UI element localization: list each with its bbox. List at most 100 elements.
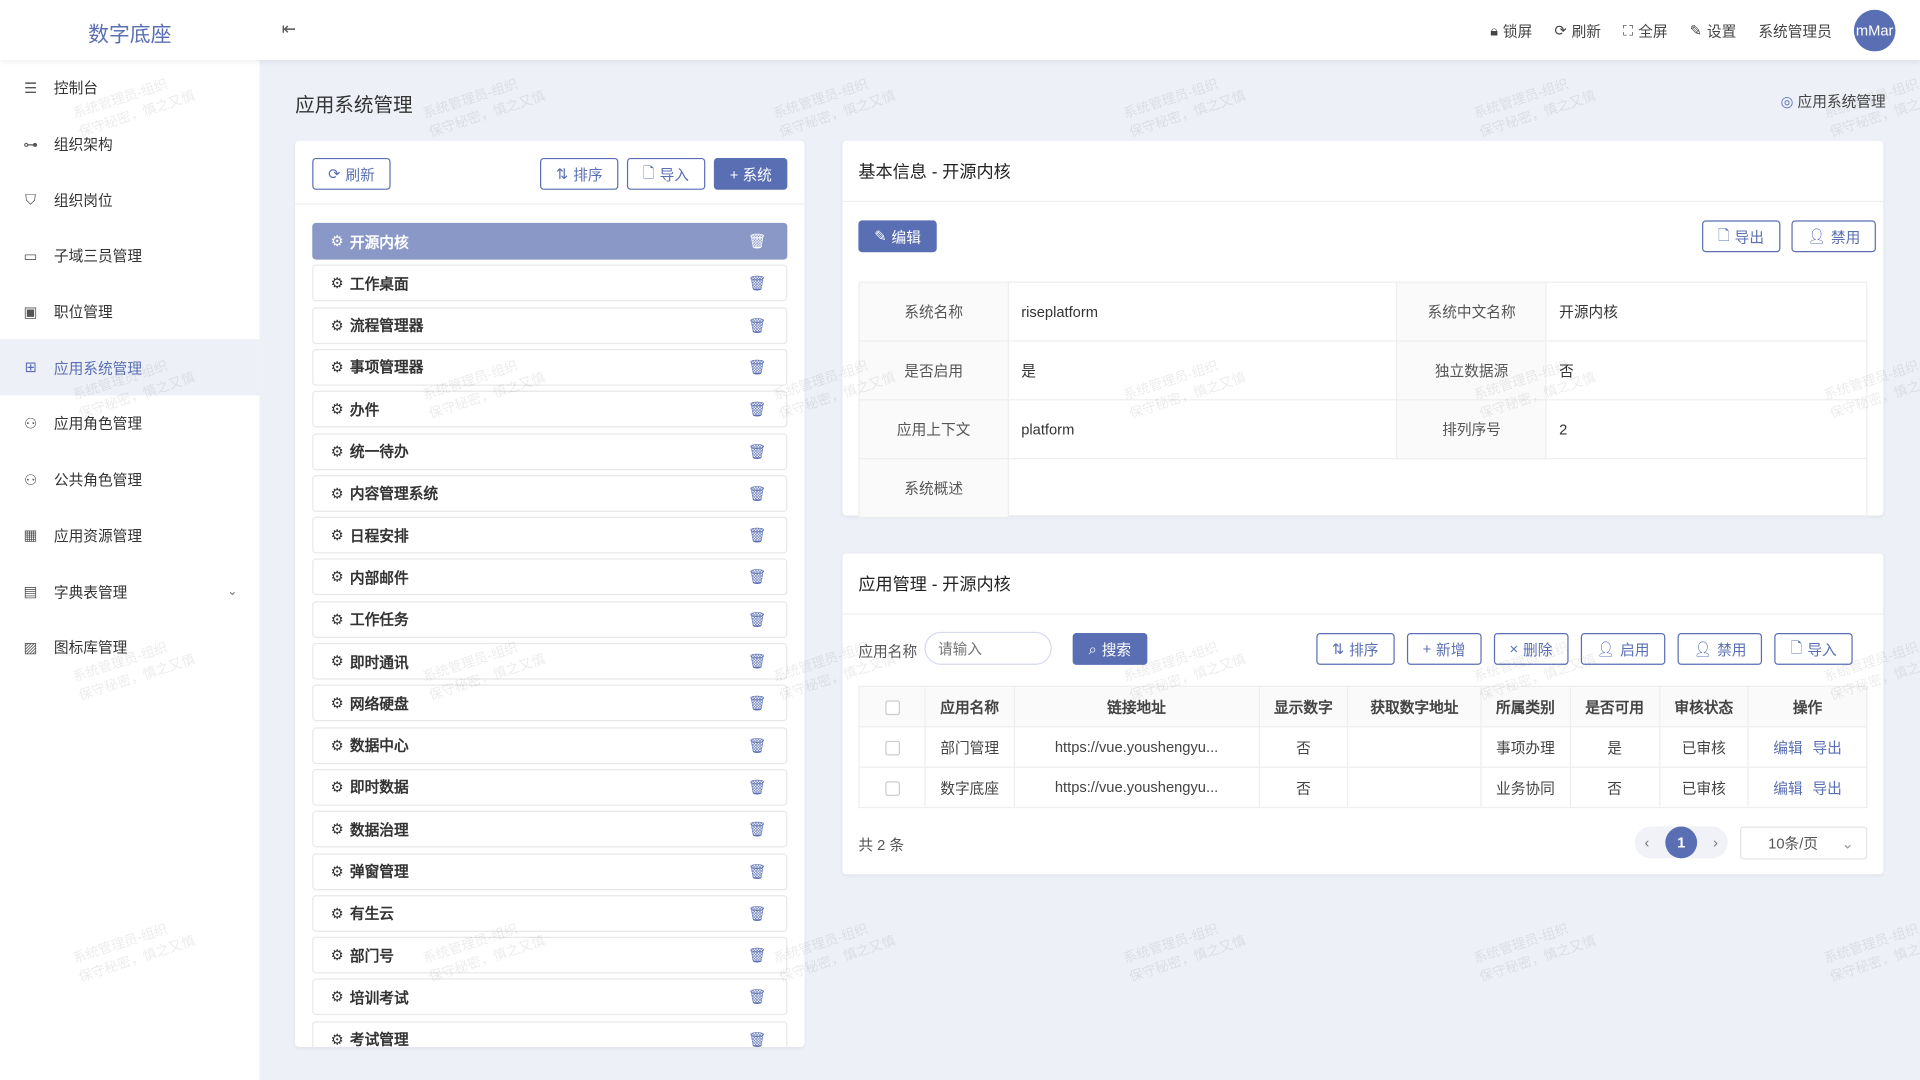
edit-link[interactable]: 编辑	[1773, 738, 1803, 757]
export-link[interactable]: 导出	[1812, 779, 1842, 797]
breadcrumb[interactable]: ◎ 应用系统管理	[1780, 93, 1886, 111]
chevron-down-icon: ⌄	[1841, 834, 1854, 852]
sidebar-item[interactable]: ⚇ 公共角色管理	[24, 471, 143, 489]
sidebar-item[interactable]: ▭ 子域三员管理	[23, 247, 143, 265]
info-value: riseplatform	[1007, 281, 1398, 342]
delete-icon[interactable]: 🗑︎	[747, 274, 767, 292]
next-page-icon[interactable]: ›	[1713, 833, 1718, 852]
collapse-sidebar-icon[interactable]: ⇤	[281, 18, 297, 38]
system-list-item[interactable]: ⚙ 内部邮件 🗑︎	[312, 558, 788, 596]
table-cell	[1347, 726, 1482, 768]
delete-icon[interactable]: 🗑︎	[747, 610, 767, 628]
system-list-panel: ⟳ 刷新 ⇅ 排序 🗋 导入 + 系统 ⚙ 开源内核 🗑︎ ⚙ 工作桌面 🗑︎ ⚙ 流程管理器 🗑︎ ⚙…	[295, 140, 805, 1047]
import-app-button[interactable]: 🗋 导入	[1774, 633, 1853, 665]
select-all-checkbox[interactable]	[858, 685, 926, 728]
enable-app-button[interactable]: 👤︎ 启用	[1580, 633, 1666, 665]
sidebar-item[interactable]: ⚇ 应用角色管理	[24, 415, 143, 433]
system-list-item[interactable]: ⚙ 事项管理器 🗑︎	[312, 348, 788, 386]
sidebar-item[interactable]: ⊞ 应用系统管理	[0, 339, 260, 396]
refresh-button[interactable]: ⟳ 刷新	[1554, 22, 1602, 40]
prev-page-icon[interactable]: ‹	[1644, 833, 1650, 852]
delete-icon[interactable]: 🗑︎	[747, 862, 767, 880]
image-icon: ▨	[23, 638, 38, 656]
sidebar-item[interactable]: ▨ 图标库管理	[23, 638, 128, 657]
table-cell: 事项办理	[1480, 726, 1571, 768]
system-list-item[interactable]: ⚙ 即时数据 🗑︎	[312, 768, 788, 806]
sort-icon: ⇅	[555, 165, 569, 183]
system-list-item[interactable]: ⚙ 考试管理 🗑︎	[312, 1020, 788, 1047]
column-header: 链接地址	[1013, 685, 1260, 728]
delete-icon[interactable]: 🗑︎	[747, 946, 767, 964]
system-list-item[interactable]: ⚙ 开源内核 🗑︎	[312, 222, 788, 260]
row-checkbox[interactable]	[858, 766, 926, 809]
delete-icon[interactable]: 🗑︎	[747, 568, 767, 586]
sort-apps-button[interactable]: ⇅ 排序	[1315, 633, 1395, 665]
delete-icon[interactable]: 🗑︎	[747, 484, 767, 502]
user-name[interactable]: 系统管理员	[1758, 22, 1832, 40]
delete-icon[interactable]: 🗑︎	[747, 442, 767, 460]
system-list-item[interactable]: ⚙ 工作桌面 🗑︎	[312, 264, 788, 302]
app-name-input[interactable]	[924, 631, 1052, 665]
delete-icon[interactable]: 🗑︎	[747, 358, 767, 376]
delete-app-button[interactable]: × 删除	[1493, 633, 1569, 665]
sidebar-item[interactable]: ☰ 控制台	[24, 79, 98, 98]
add-system-button[interactable]: + 系统	[713, 157, 788, 190]
delete-icon[interactable]: 🗑︎	[747, 820, 767, 838]
watermark: 系统管理员-组织保守秘密，慎之又慎	[1121, 922, 1248, 986]
system-list-item[interactable]: ⚙ 培训考试 🗑︎	[312, 978, 788, 1016]
system-list-item[interactable]: ⚙ 数据治理 🗑︎	[312, 810, 788, 848]
add-app-button[interactable]: + 新增	[1406, 633, 1482, 665]
refresh-list-button[interactable]: ⟳ 刷新	[312, 157, 391, 190]
delete-icon[interactable]: 🗑︎	[747, 904, 767, 922]
search-button[interactable]: ⌕ 搜索	[1072, 633, 1148, 665]
sidebar-item[interactable]: ▦ 应用资源管理	[23, 526, 143, 545]
delete-icon[interactable]: 🗑︎	[747, 400, 767, 418]
import-button[interactable]: 🗋 导入	[626, 157, 705, 190]
sidebar-item[interactable]: ⛉ 组织岗位	[0, 172, 260, 228]
row-checkbox[interactable]	[858, 726, 926, 768]
delete-icon[interactable]: 🗑︎	[747, 988, 767, 1006]
edit-button[interactable]: ✎ 编辑	[858, 220, 937, 253]
sidebar-item[interactable]: ⊶ 组织架构	[23, 135, 113, 154]
column-header: 是否可用	[1569, 685, 1660, 728]
disable-app-button[interactable]: 👤︎ 禁用	[1677, 633, 1763, 665]
page-size-select[interactable]: 10条/页 ⌄	[1740, 826, 1868, 860]
file-icon: 🗋	[1717, 225, 1730, 244]
edit-link[interactable]: 编辑	[1773, 779, 1803, 797]
refresh-icon: ⟳	[328, 165, 341, 183]
delete-icon[interactable]: 🗑︎	[747, 736, 767, 754]
system-list-item[interactable]: ⚙ 内容管理系统 🗑︎	[312, 474, 788, 512]
delete-icon[interactable]: 🗑︎	[747, 232, 767, 250]
sidebar-item[interactable]: ▤ 字典表管理 ⌄	[23, 582, 238, 601]
system-list-item[interactable]: ⚙ 统一待办 🗑︎	[312, 432, 788, 470]
fullscreen-button[interactable]: ⛶ 全屏	[1623, 21, 1668, 40]
user-icon: 👤︎	[1596, 640, 1616, 658]
avatar[interactable]: mMar	[1853, 9, 1896, 52]
system-list-item[interactable]: ⚙ 流程管理器 🗑︎	[312, 306, 788, 344]
settings-button[interactable]: ✎ 设置	[1689, 22, 1737, 40]
system-list-item[interactable]: ⚙ 数据中心 🗑︎	[312, 726, 788, 764]
system-list-item[interactable]: ⚙ 日程安排 🗑︎	[312, 516, 788, 554]
system-list-item[interactable]: ⚙ 办件 🗑︎	[312, 390, 788, 428]
lock-screen-button[interactable]: 🔒︎ 锁屏	[1490, 21, 1533, 40]
disable-button[interactable]: 👤︎ 禁用	[1791, 220, 1877, 253]
delete-icon[interactable]: 🗑︎	[747, 316, 767, 334]
delete-icon[interactable]: 🗑︎	[747, 1030, 767, 1047]
page-1-button[interactable]: 1	[1665, 826, 1698, 859]
export-link[interactable]: 导出	[1812, 738, 1842, 757]
system-list-item[interactable]: ⚙ 即时通讯 🗑︎	[312, 642, 788, 680]
delete-icon[interactable]: 🗑︎	[747, 652, 767, 670]
system-list-item[interactable]: ⚙ 部门号 🗑︎	[312, 936, 788, 974]
system-list-item[interactable]: ⚙ 有生云 🗑︎	[312, 894, 788, 932]
system-list-item[interactable]: ⚙ 网络硬盘 🗑︎	[312, 684, 788, 722]
delete-icon[interactable]: 🗑︎	[747, 778, 767, 796]
gear-icon: ⚙	[330, 358, 344, 376]
export-button[interactable]: 🗋 导出	[1702, 220, 1781, 253]
delete-icon[interactable]: 🗑︎	[747, 526, 767, 544]
delete-icon[interactable]: 🗑︎	[747, 694, 767, 712]
system-list-item[interactable]: ⚙ 工作任务 🗑︎	[312, 600, 788, 638]
system-list-item[interactable]: ⚙ 弹窗管理 🗑︎	[312, 852, 788, 890]
sort-button[interactable]: ⇅ 排序	[540, 157, 619, 190]
info-row: 系统名称 riseplatform 系统中文名称 开源内核	[858, 281, 1868, 342]
sidebar-item[interactable]: ▣ 职位管理	[23, 303, 113, 321]
